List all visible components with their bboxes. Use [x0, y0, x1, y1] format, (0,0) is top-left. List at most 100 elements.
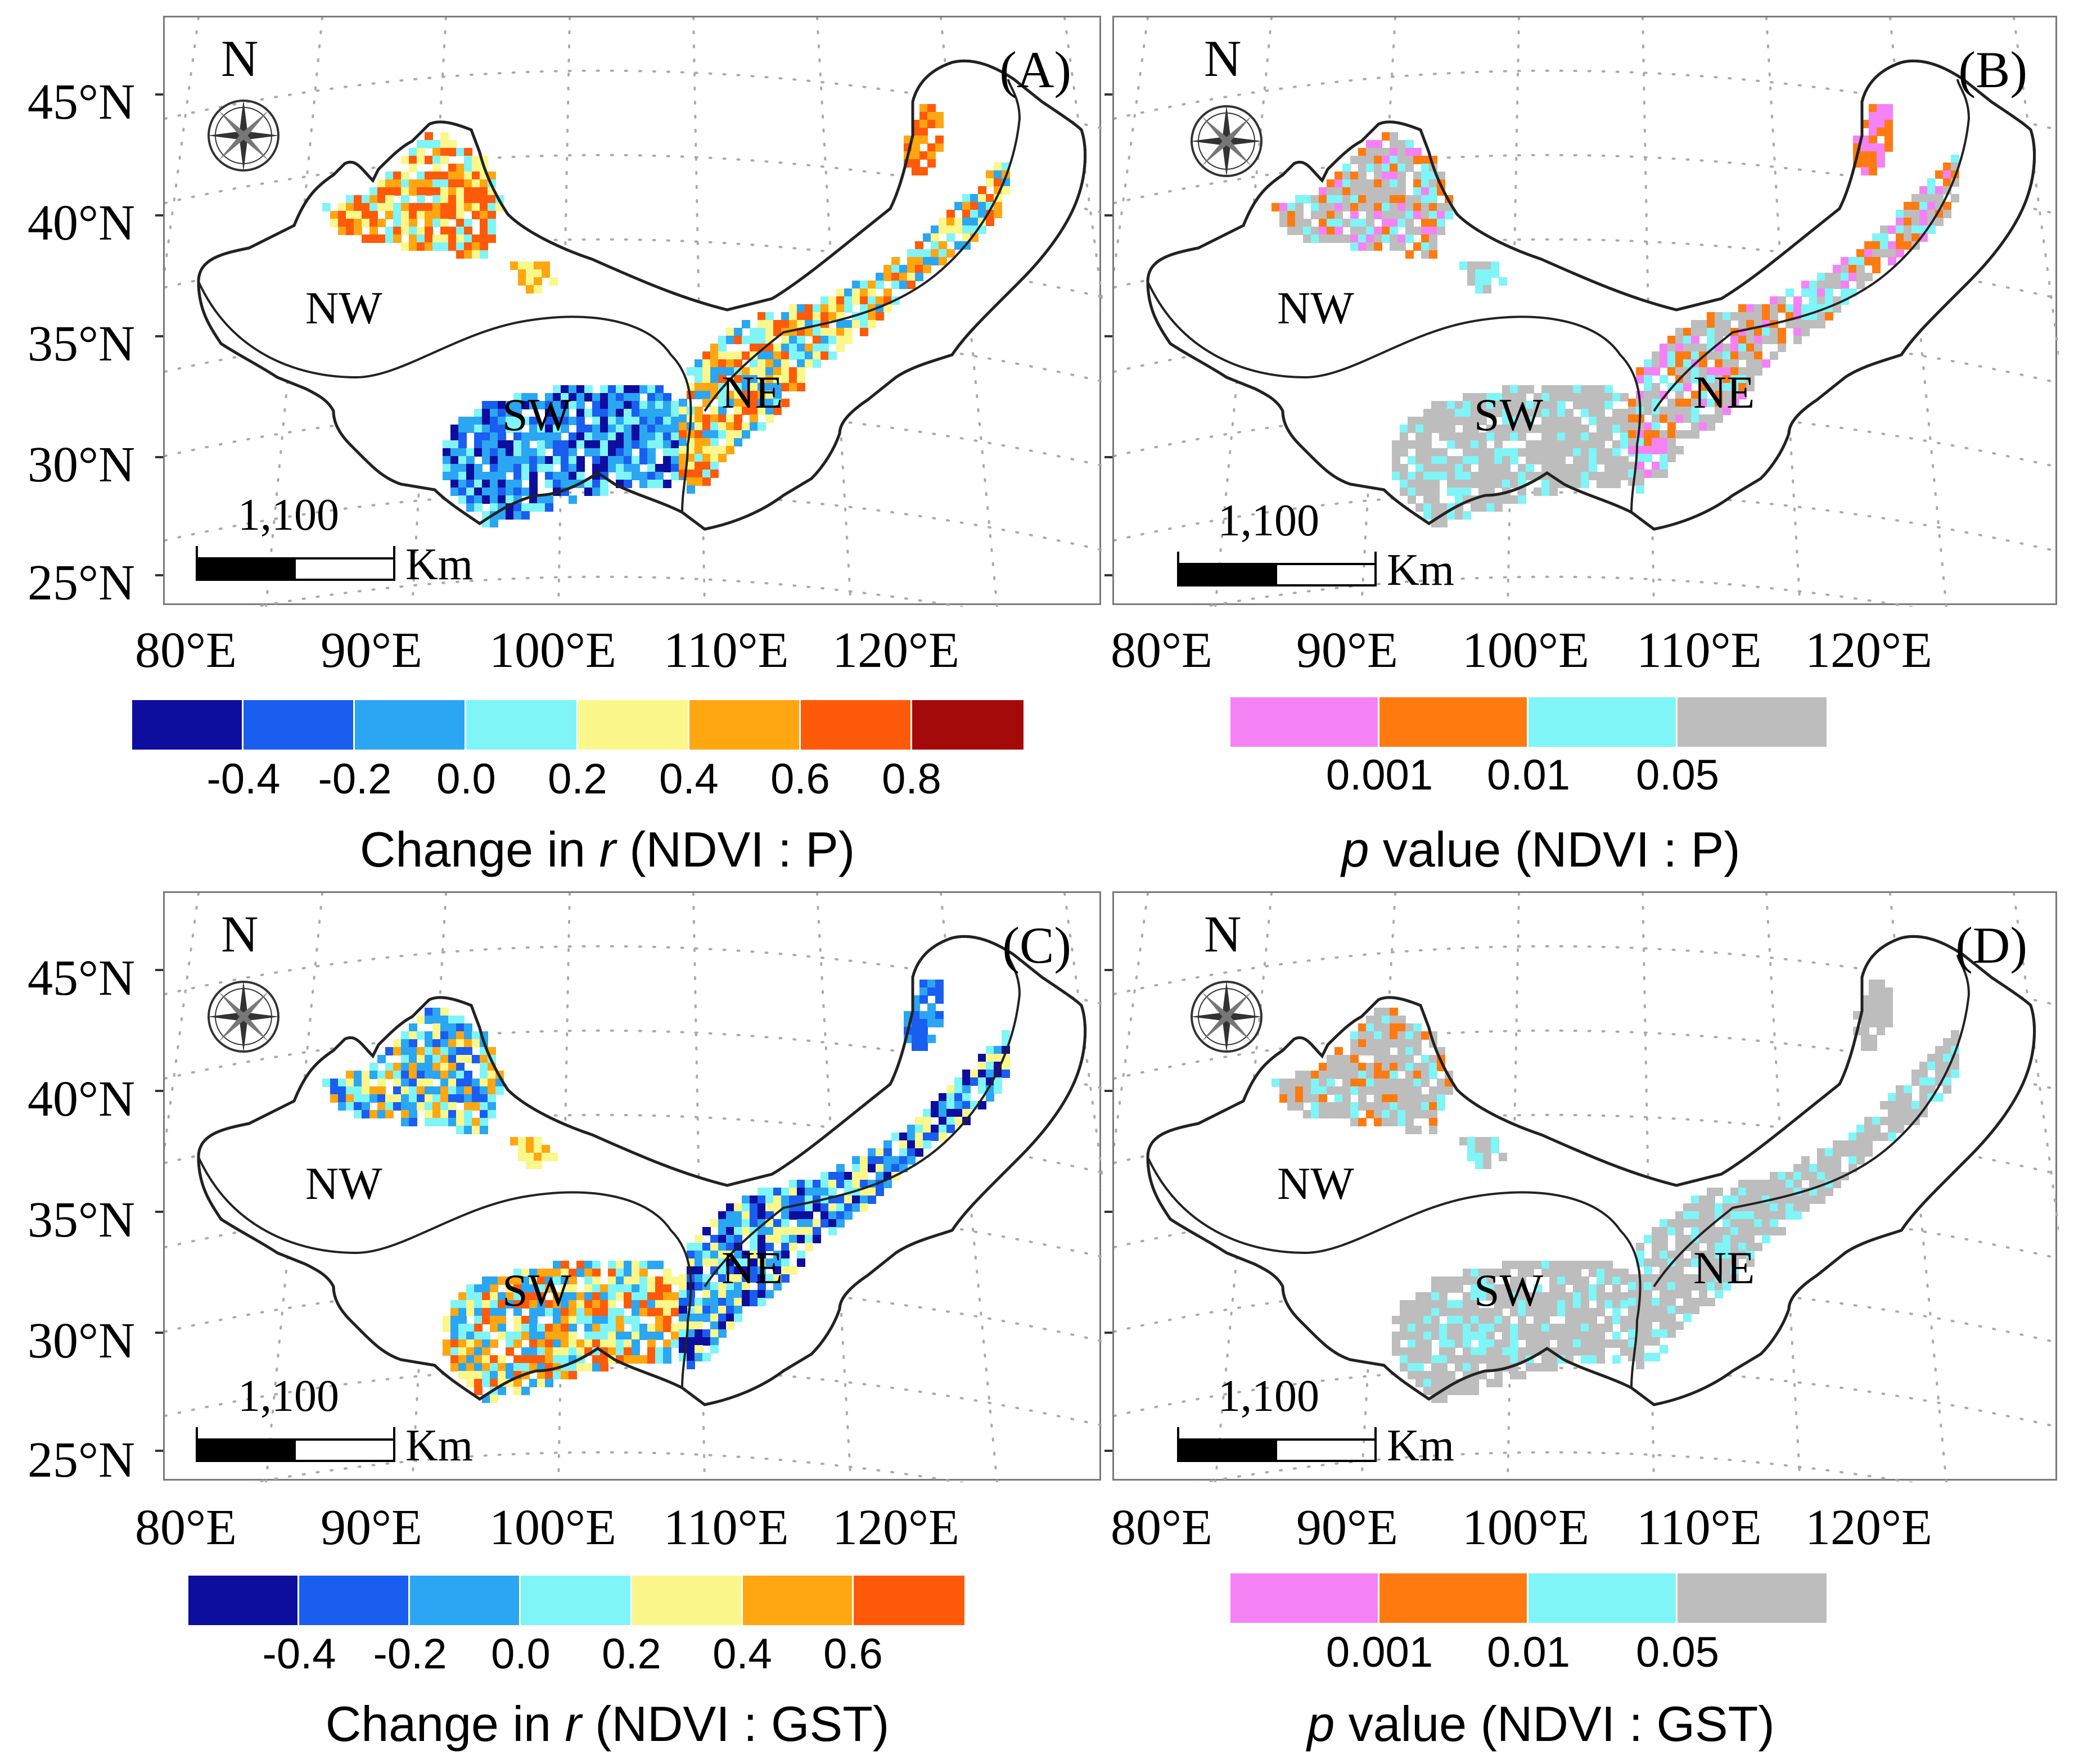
raster-cell — [1699, 391, 1707, 399]
raster-cell — [417, 172, 425, 180]
meridian-line — [1114, 17, 1149, 279]
raster-cell — [464, 227, 472, 235]
raster-cell — [860, 304, 868, 313]
raster-cell — [1746, 312, 1755, 321]
raster-cell — [561, 1292, 569, 1301]
raster-cell — [1358, 1118, 1367, 1126]
raster-cell — [632, 1300, 640, 1309]
raster-cell — [513, 401, 522, 409]
raster-cell — [1869, 120, 1877, 128]
raster-cell — [1597, 472, 1605, 480]
raster-cell — [1455, 472, 1463, 480]
raster-cell — [734, 407, 742, 415]
raster-cell — [1510, 1332, 1518, 1340]
scale-bar-value: 1,100 — [1218, 1372, 1319, 1421]
raster-cell — [1557, 425, 1566, 433]
color-swatch — [521, 1576, 632, 1625]
raster-cell — [338, 227, 346, 235]
raster-cell — [1366, 195, 1374, 204]
raster-cell — [742, 351, 750, 360]
raster-cell — [592, 432, 601, 441]
raster-cell — [679, 407, 687, 415]
raster-cell — [1935, 218, 1944, 226]
raster-cell — [518, 1153, 526, 1161]
raster-cell — [1943, 1054, 1951, 1062]
raster-cell — [1366, 1016, 1374, 1024]
raster-cell — [1683, 1306, 1692, 1314]
raster-cell — [734, 391, 742, 399]
raster-cell — [584, 1324, 593, 1332]
raster-cell — [592, 488, 601, 496]
raster-cell — [1549, 1300, 1558, 1309]
raster-cell — [1455, 1387, 1463, 1395]
raster-cell — [409, 1063, 417, 1071]
raster-cell — [939, 241, 947, 250]
raster-cell — [978, 210, 986, 218]
raster-cell — [513, 417, 522, 425]
raster-cell — [600, 1300, 608, 1309]
raster-cell — [1778, 1180, 1786, 1188]
raster-cell — [346, 219, 354, 227]
raster-cell — [671, 432, 679, 441]
raster-cell — [1770, 1203, 1778, 1212]
raster-cell — [1397, 1031, 1406, 1040]
raster-cell — [1374, 1094, 1382, 1103]
raster-cell — [1334, 1102, 1343, 1111]
raster-cell — [506, 464, 514, 472]
raster-cell — [1723, 407, 1731, 415]
raster-cell — [1869, 995, 1877, 1004]
raster-cell — [852, 288, 860, 297]
raster-cell — [1415, 1292, 1424, 1301]
colorbar-title-b: p value (NDVI : P) — [1341, 822, 1741, 877]
raster-cell — [647, 385, 656, 394]
raster-cell — [836, 288, 845, 297]
raster-cell — [1429, 1086, 1437, 1095]
raster-cell — [1382, 1071, 1390, 1079]
raster-cell — [1431, 1276, 1440, 1285]
raster-cell — [1534, 425, 1542, 433]
raster-cell — [1541, 456, 1550, 464]
raster-cell — [1471, 401, 1479, 409]
raster-cell — [1644, 1282, 1652, 1291]
raster-cell — [417, 1055, 425, 1063]
raster-cell — [425, 203, 433, 211]
raster-cell — [474, 1324, 483, 1332]
raster-cell — [624, 401, 632, 409]
raster-cell — [860, 1180, 868, 1188]
raster-cell — [820, 1172, 829, 1180]
raster-cell — [592, 1276, 601, 1285]
raster-cell — [506, 488, 514, 496]
raster-cell — [1746, 1211, 1755, 1220]
raster-cell — [1439, 401, 1448, 409]
raster-cell — [1884, 1011, 1893, 1019]
raster-cell — [1833, 1148, 1841, 1157]
raster-cell — [1869, 1035, 1877, 1043]
raster-cell — [569, 1292, 577, 1301]
raster-cell — [1911, 1109, 1920, 1117]
raster-cell — [1311, 1086, 1319, 1095]
raster-cell — [1557, 1284, 1566, 1293]
raster-cell — [409, 148, 417, 156]
raster-cell — [1699, 1211, 1707, 1220]
raster-cell — [718, 1314, 727, 1322]
raster-cell — [946, 233, 955, 242]
raster-cell — [927, 120, 936, 128]
raster-cell — [797, 1195, 805, 1204]
raster-cell — [1397, 179, 1406, 188]
raster-cell — [401, 211, 409, 219]
raster-cell — [521, 1316, 530, 1324]
raster-cell — [820, 1188, 829, 1196]
raster-cell — [1408, 1371, 1416, 1379]
raster-cell — [1002, 1062, 1010, 1070]
raster-cell — [464, 1086, 472, 1095]
raster-cell — [1620, 1300, 1629, 1309]
raster-cell — [584, 1363, 593, 1372]
raster-cell — [1534, 440, 1542, 449]
raster-cell — [1730, 1266, 1739, 1275]
raster-cell — [472, 1039, 480, 1048]
raster-cell — [1534, 1339, 1542, 1348]
color-swatch — [632, 1576, 743, 1625]
raster-cell — [1911, 218, 1920, 226]
raster-cell — [330, 1094, 339, 1103]
raster-cell — [1549, 1292, 1558, 1301]
